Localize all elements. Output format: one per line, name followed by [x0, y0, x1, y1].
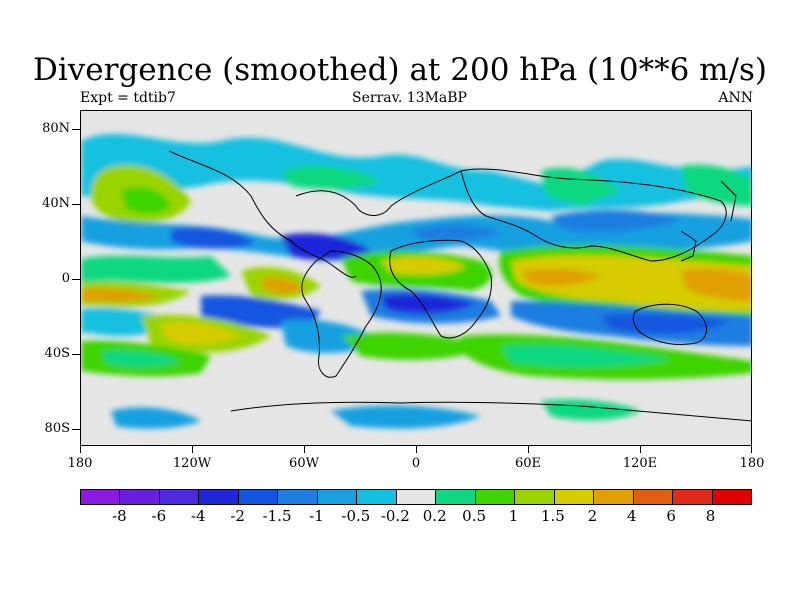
tick-120w [192, 446, 193, 453]
colorbar-swatch [199, 490, 239, 504]
lon-label-120w: 120W [172, 456, 212, 471]
colorbar-swatch [81, 490, 121, 504]
colorbar-swatch [159, 490, 200, 504]
tick-60w [304, 446, 305, 453]
colorbar-swatch [278, 490, 318, 504]
tick-180e [751, 446, 752, 453]
season-label: ANN [718, 90, 753, 106]
colorbar-swatch [673, 490, 713, 504]
tick-80n [72, 129, 80, 130]
colorbar-label: -1 [309, 507, 324, 525]
lon-label-60e: 60E [514, 456, 542, 471]
colorbar-swatch [594, 490, 634, 504]
lon-label-120e: 120E [622, 456, 658, 471]
experiment-label: Expt = tdtib7 [80, 90, 176, 106]
lon-label-180w: 180 [67, 456, 93, 471]
tick-0-lon [416, 446, 417, 453]
tick-40s [72, 354, 80, 355]
lat-label-80n: 80N [42, 121, 70, 136]
tick-60e [528, 446, 529, 453]
colorbar-swatch [475, 490, 516, 504]
colorbar-swatch [712, 490, 751, 504]
colorbar-label: -0.2 [380, 507, 410, 525]
colorbar-label: 0.5 [462, 507, 487, 525]
colorbar-label: 1 [508, 507, 519, 525]
tick-120e [640, 446, 641, 453]
lon-label-180e: 180 [739, 456, 765, 471]
colorbar-label: 1.5 [541, 507, 565, 525]
period-label: Serrav. 13MaBP [352, 90, 467, 106]
colorbar-swatch [120, 490, 160, 504]
coastlines [168, 150, 751, 422]
plot-title: Divergence (smoothed) at 200 hPa (10**6 … [33, 52, 767, 88]
tick-80s [72, 429, 80, 430]
map-panel [80, 110, 752, 446]
colorbar-swatch [515, 490, 555, 504]
lon-label-60w: 60W [289, 456, 319, 471]
colorbar-label: 8 [705, 507, 716, 525]
colorbar-label: -8 [112, 507, 127, 525]
lat-label-0: 0 [61, 271, 70, 286]
colorbar-swatch [238, 490, 279, 504]
colorbar-label: -0.5 [341, 507, 371, 525]
colorbar-swatch [633, 490, 674, 504]
colorbar-label: -1.5 [262, 507, 292, 525]
tick-180w [80, 446, 81, 453]
colorbar-label: 4 [626, 507, 637, 525]
tick-40n [72, 204, 80, 205]
lat-label-40s: 40S [44, 346, 70, 361]
divergence-field [81, 111, 751, 445]
colorbar-swatch [357, 490, 397, 504]
colorbar [80, 489, 752, 505]
colorbar-label: -2 [230, 507, 245, 525]
colorbar-swatch [317, 490, 358, 504]
lon-label-0: 0 [411, 456, 421, 471]
colorbar-swatch [436, 490, 476, 504]
colorbar-label: 2 [587, 507, 598, 525]
tick-0 [72, 279, 80, 280]
colorbar-swatch [396, 490, 437, 504]
colorbar-label: 6 [666, 507, 676, 525]
colorbar-label: -6 [151, 507, 167, 525]
colorbar-swatch [554, 490, 595, 504]
lat-label-80s: 80S [44, 421, 70, 436]
colorbar-label: 0.2 [422, 507, 447, 525]
colorbar-label: -4 [190, 507, 206, 525]
lat-label-40n: 40N [42, 196, 70, 211]
